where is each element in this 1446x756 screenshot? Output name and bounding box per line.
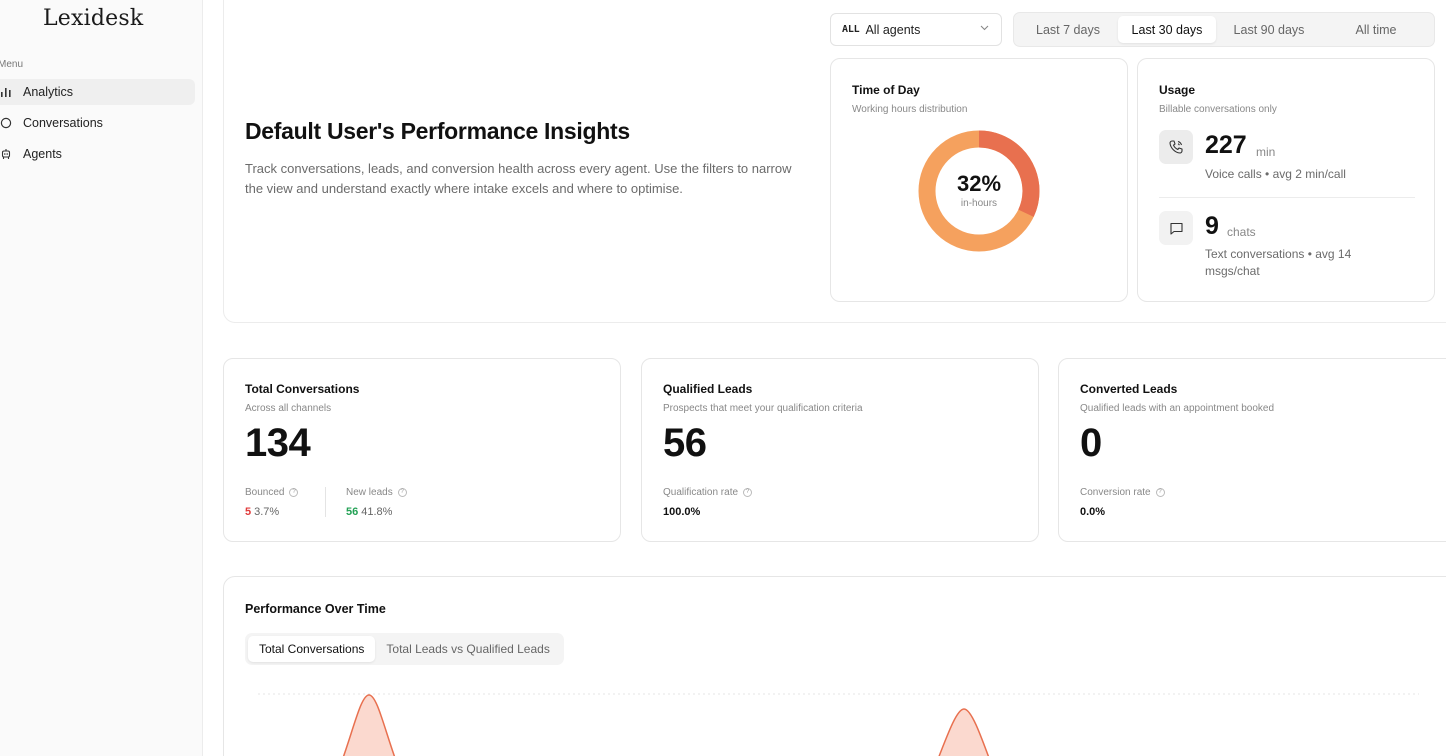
- performance-title: Performance Over Time: [245, 602, 386, 616]
- time-of-day-donut: [918, 130, 1040, 252]
- agent-filter-select[interactable]: ALL All agents: [830, 13, 1002, 46]
- bounced-count: 5: [245, 506, 252, 518]
- menu-label: Menu: [0, 59, 24, 70]
- total-conversations-value: 134: [245, 421, 311, 465]
- stat-subtitle: Qualified leads with an appointment book…: [1080, 403, 1275, 414]
- range-tab-90-days[interactable]: Last 90 days: [1233, 22, 1305, 37]
- page-description: Track conversations, leads, and conversi…: [245, 161, 792, 196]
- bar-chart-icon: [0, 85, 15, 99]
- range-tab-30-days[interactable]: Last 30 days: [1118, 16, 1216, 43]
- stat-subtitle: Prospects that meet your qualification c…: [663, 403, 863, 414]
- help-circle-icon[interactable]: ?: [743, 487, 753, 497]
- usage-subtitle: Billable conversations only: [1159, 104, 1277, 115]
- converted-leads-card: Converted Leads Qualified leads with an …: [1058, 358, 1446, 542]
- voice-minutes-value: 227: [1205, 131, 1247, 159]
- page-title: Default User's Performance Insights: [245, 118, 630, 144]
- qualified-leads-card: Qualified Leads Prospects that meet your…: [641, 358, 1039, 542]
- sidebar: Lexidesk Menu Analytics Conversations Ag…: [0, 0, 203, 756]
- usage-card: Usage Billable conversations only 227 mi…: [1137, 58, 1435, 302]
- sidebar-item-conversations[interactable]: Conversations: [0, 110, 195, 136]
- conversion-rate-label: Conversion rate?: [1080, 487, 1165, 498]
- sidebar-item-analytics[interactable]: Analytics: [0, 79, 195, 105]
- chart-series-peak-1: [342, 694, 396, 756]
- qualification-rate-label: Qualification rate?: [663, 487, 753, 498]
- in-hours-label: in-hours: [960, 198, 998, 209]
- sidebar-item-agents[interactable]: Agents: [0, 141, 195, 167]
- date-range-tabs: Last 7 days Last 30 days Last 90 days Al…: [1013, 12, 1435, 47]
- bounced-label: Bounced?: [245, 487, 299, 498]
- bounced-label-text: Bounced: [245, 487, 285, 498]
- help-circle-icon[interactable]: ?: [397, 487, 407, 497]
- app-logo[interactable]: Lexidesk: [43, 6, 144, 31]
- converted-leads-value: 0: [1080, 421, 1102, 465]
- new-leads-value: 56 41.8%: [346, 506, 392, 518]
- sidebar-item-label: Agents: [23, 147, 62, 161]
- qualified-leads-value: 56: [663, 421, 707, 465]
- help-circle-icon[interactable]: ?: [289, 487, 299, 497]
- tab-leads-vs-qualified[interactable]: Total Leads vs Qualified Leads: [386, 642, 550, 656]
- conversion-rate-value: 0.0%: [1080, 506, 1106, 518]
- agents-icon: [0, 147, 15, 161]
- performance-tabs: Total Conversations Total Leads vs Quali…: [245, 633, 564, 665]
- chat-icon: [1159, 211, 1193, 245]
- agent-badge: ALL: [842, 24, 860, 35]
- usage-divider: [1159, 197, 1415, 198]
- time-of-day-subtitle: Working hours distribution: [852, 104, 968, 115]
- text-chats-unit: chats: [1227, 225, 1256, 239]
- bounced-percent: 3.7%: [254, 506, 280, 518]
- donut-in-hours-segment: [918, 130, 1040, 252]
- performance-card: Performance Over Time Total Conversation…: [223, 576, 1446, 756]
- new-leads-label: New leads?: [346, 487, 407, 498]
- stat-divider: [325, 487, 326, 517]
- tab-total-conversations[interactable]: Total Conversations: [248, 636, 376, 662]
- main-content: Default User's Performance Insights Trac…: [203, 0, 1446, 756]
- stat-title: Qualified Leads: [663, 382, 753, 396]
- range-tab-all-time[interactable]: All time: [1355, 22, 1397, 37]
- new-leads-percent: 41.8%: [361, 506, 393, 518]
- range-tab-7-days[interactable]: Last 7 days: [1036, 22, 1100, 37]
- new-leads-label-text: New leads: [346, 487, 393, 498]
- stat-title: Converted Leads: [1080, 382, 1178, 396]
- phone-icon: [1159, 130, 1193, 164]
- donut-center: 32% in-hours: [917, 171, 1041, 209]
- voice-calls-desc: Voice calls • avg 2 min/call: [1205, 167, 1346, 181]
- text-conversations-desc: Text conversations • avg 14 msgs/chat: [1205, 247, 1352, 278]
- time-of-day-card: Time of Day Working hours distribution 3…: [830, 58, 1128, 302]
- total-conversations-card: Total Conversations Across all channels …: [223, 358, 621, 542]
- qualification-rate-label-text: Qualification rate: [663, 487, 739, 498]
- stat-subtitle: Across all channels: [245, 403, 332, 414]
- chevron-down-icon: [980, 23, 989, 34]
- chart-series-peak-2: [938, 708, 990, 756]
- conversion-rate-label-text: Conversion rate: [1080, 487, 1151, 498]
- sidebar-item-label: Analytics: [23, 85, 74, 99]
- chat-bubble-icon: [0, 116, 15, 130]
- agent-select-value: All agents: [865, 22, 921, 37]
- text-chats-value: 9: [1205, 212, 1219, 240]
- qualification-rate-value: 100.0%: [663, 506, 701, 518]
- voice-minutes-unit: min: [1256, 145, 1276, 159]
- stat-title: Total Conversations: [245, 382, 360, 396]
- new-leads-count: 56: [346, 506, 359, 518]
- usage-title: Usage: [1159, 83, 1196, 97]
- sidebar-item-label: Conversations: [23, 116, 103, 130]
- time-of-day-title: Time of Day: [852, 83, 920, 97]
- bounced-value: 5 3.7%: [245, 506, 279, 518]
- help-circle-icon[interactable]: ?: [1155, 487, 1165, 497]
- performance-chart: [258, 693, 1419, 756]
- in-hours-percent: 32%: [956, 171, 1002, 196]
